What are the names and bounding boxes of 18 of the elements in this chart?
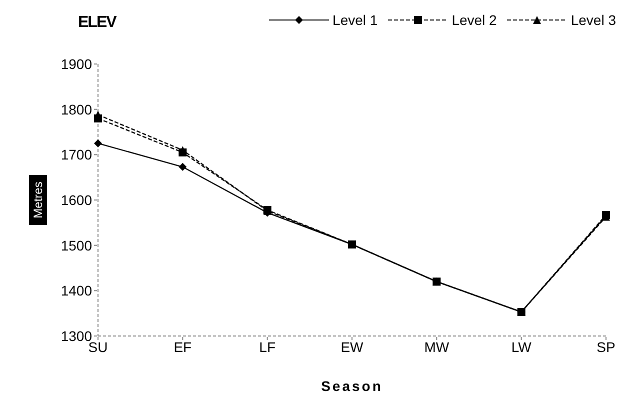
legend-label: Level 3 — [570, 12, 616, 28]
x-tick-label: EF — [174, 338, 192, 355]
chart-title: ELEV — [78, 14, 116, 32]
x-tick-label: MW — [424, 338, 450, 355]
y-tick-label: 1400 — [60, 282, 92, 299]
y-tick-label: 1900 — [60, 56, 92, 72]
x-axis-title: Season — [321, 378, 383, 394]
y-tick-label: 1800 — [60, 101, 92, 118]
x-tick-label: LF — [259, 338, 276, 355]
y-tick-label: 1600 — [60, 192, 92, 208]
x-tick-label: SP — [596, 338, 616, 355]
x-tick-label: LW — [511, 338, 532, 355]
legend-label: Level 1 — [332, 12, 378, 28]
x-tick-label: EW — [340, 338, 364, 355]
y-axis-title: Metres — [31, 182, 45, 218]
y-tick-label: 1700 — [60, 146, 92, 163]
y-tick-label: 1500 — [60, 237, 92, 254]
legend-label: Level 2 — [452, 12, 497, 28]
